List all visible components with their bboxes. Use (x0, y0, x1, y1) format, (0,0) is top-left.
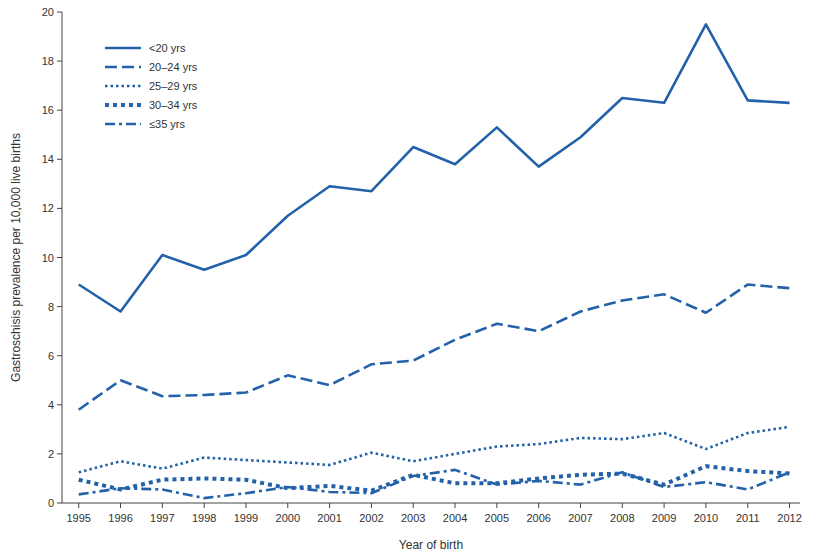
y-tick-label: 0 (48, 497, 54, 509)
x-tick (245, 503, 246, 508)
y-tick (57, 453, 62, 454)
series-line (79, 466, 790, 491)
x-tick-label: 2006 (526, 512, 550, 524)
x-tick-label: 2001 (317, 512, 341, 524)
x-tick-label: 1997 (150, 512, 174, 524)
x-tick (538, 503, 539, 508)
y-tick-label: 14 (42, 153, 54, 165)
legend-swatch (105, 103, 141, 107)
x-tick-label: 2000 (276, 512, 300, 524)
x-tick-label: 1995 (66, 512, 90, 524)
series-line (79, 24, 790, 311)
x-tick (496, 503, 497, 508)
legend-swatch (105, 47, 141, 50)
y-tick-label: 6 (48, 350, 54, 362)
x-tick (329, 503, 330, 508)
x-axis (62, 503, 800, 504)
x-tick (162, 503, 163, 508)
series-group (79, 24, 790, 498)
legend-label: 30–34 yrs (149, 99, 198, 111)
y-tick (57, 208, 62, 209)
x-tick-label: 2005 (485, 512, 509, 524)
x-tick (371, 503, 372, 508)
legend-label: 25–29 yrs (149, 80, 198, 92)
y-tick (57, 257, 62, 258)
x-tick (747, 503, 748, 508)
y-tick-label: 18 (42, 55, 54, 67)
y-tick (57, 12, 62, 13)
x-tick (287, 503, 288, 508)
y-tick-label: 10 (42, 252, 54, 264)
y-tick-label: 2 (48, 448, 54, 460)
x-tick-label: 2003 (401, 512, 425, 524)
y-tick-label: 8 (48, 301, 54, 313)
legend-label: 20–24 yrs (149, 61, 198, 73)
y-axis-label: Gastroschisis prevalence per 10,000 live… (9, 133, 23, 382)
series-line (79, 470, 790, 498)
legend-swatch (105, 85, 141, 88)
x-tick-label: 2008 (610, 512, 634, 524)
x-tick-label: 1996 (108, 512, 132, 524)
x-tick (705, 503, 706, 508)
y-tick (57, 110, 62, 111)
legend-label: ≤35 yrs (149, 118, 185, 130)
y-tick-label: 12 (42, 202, 54, 214)
y-tick-label: 20 (42, 6, 54, 18)
x-tick-label: 1998 (192, 512, 216, 524)
y-tick (57, 306, 62, 307)
x-tick-label: 2010 (694, 512, 718, 524)
x-tick-label: 2012 (777, 512, 801, 524)
x-tick (664, 503, 665, 508)
x-tick-label: 2004 (443, 512, 467, 524)
x-tick (580, 503, 581, 508)
x-tick (204, 503, 205, 508)
y-tick (57, 404, 62, 405)
y-tick-label: 16 (42, 104, 54, 116)
x-tick (622, 503, 623, 508)
legend: <20 yrs 20–24 yrs 25–29 yrs 30–34 yrs ≤35 yr… (105, 42, 198, 130)
x-axis-label: Year of birth (399, 538, 463, 552)
series-line (79, 427, 790, 472)
x-tick (120, 503, 121, 508)
x-tick (789, 503, 790, 508)
x-tick (78, 503, 79, 508)
legend-label: <20 yrs (149, 42, 186, 54)
y-tick (57, 159, 62, 160)
legend-swatch (105, 123, 141, 126)
y-tick (57, 355, 62, 356)
x-tick-label: 2011 (736, 512, 760, 524)
chart: 0 2 4 6 8 10 12 14 16 18 20 1995 1996 1997 1998 1999 200… (0, 0, 817, 557)
x-tick-label: 1999 (234, 512, 258, 524)
x-tick (455, 503, 456, 508)
y-tick-label: 4 (48, 399, 54, 411)
legend-swatch (105, 66, 141, 69)
x-tick-label: 2007 (568, 512, 592, 524)
y-tick (57, 61, 62, 62)
y-tick (57, 503, 62, 504)
x-tick (413, 503, 414, 508)
x-tick-label: 2009 (652, 512, 676, 524)
x-tick-label: 2002 (359, 512, 383, 524)
series-line (79, 285, 790, 410)
